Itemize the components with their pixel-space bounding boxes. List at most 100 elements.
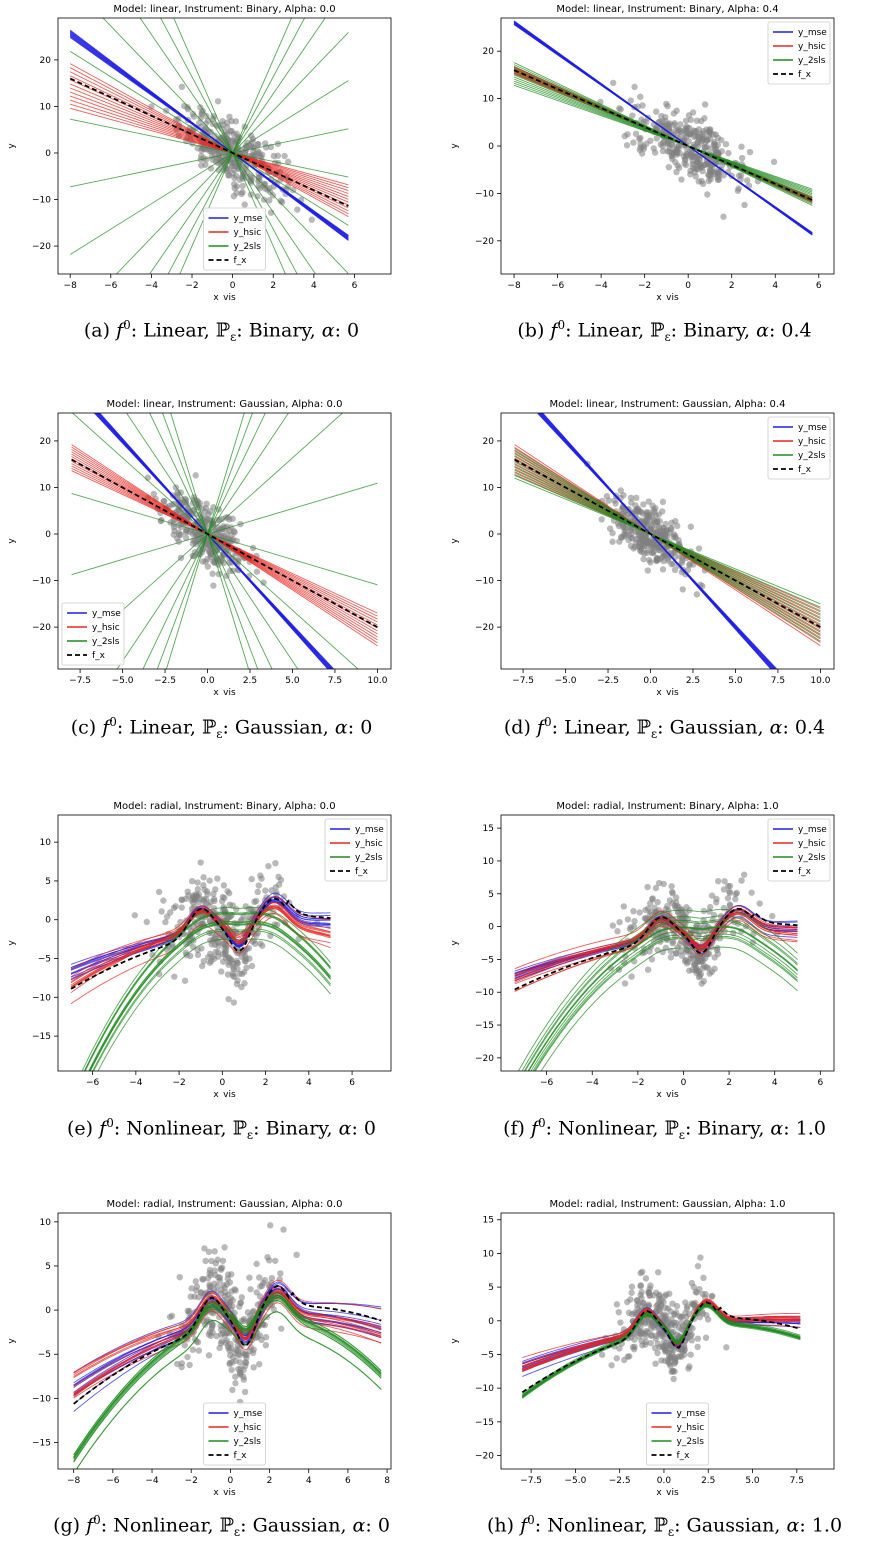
series-line — [533, 935, 798, 1071]
y-tick-label: 10 — [483, 1249, 495, 1259]
legend-label: y_2sls — [798, 853, 826, 863]
scatter-point — [181, 498, 189, 506]
series-line — [513, 24, 813, 233]
scatter-point — [666, 120, 673, 127]
scatter-point — [694, 139, 701, 146]
scatter-point — [206, 1266, 214, 1274]
scatter-point — [218, 968, 225, 975]
scatter-point — [181, 1341, 188, 1349]
scatter-point — [205, 1248, 213, 1256]
axes-frame — [500, 1212, 835, 1470]
scatter-point — [262, 1333, 270, 1341]
scatter-point — [726, 888, 733, 895]
scatter-point — [234, 960, 241, 967]
scatter-point — [715, 877, 722, 885]
scatter-point — [229, 515, 236, 522]
scatter-point — [652, 884, 660, 892]
series-line — [513, 84, 813, 190]
axes-frame — [57, 17, 392, 275]
scatter-point — [672, 950, 680, 957]
series-line — [70, 95, 349, 194]
y-tick-label: 0 — [488, 530, 494, 540]
scatter-point — [158, 908, 165, 915]
caption-model: Nonlinear — [558, 1117, 653, 1140]
x-tick-label: −6 — [104, 281, 118, 291]
scatter-point — [659, 508, 666, 515]
x-axis-label: x_vis — [656, 1488, 679, 1495]
scatter-point — [646, 526, 654, 533]
scatter-point — [624, 1353, 631, 1360]
legend-label: y_mse — [677, 1409, 706, 1419]
caption-alpha-symbol: α — [321, 319, 335, 342]
scatter-point — [261, 1276, 269, 1284]
scatter-point — [249, 144, 257, 151]
scatter-point — [711, 965, 718, 972]
scatter-point — [178, 896, 186, 904]
series-line — [524, 920, 798, 1071]
scatter-point — [241, 1388, 249, 1396]
x-tick-label: −7.5 — [69, 676, 91, 686]
scatter-point — [628, 1311, 636, 1318]
x-axis-label: x_vis — [213, 1090, 236, 1097]
scatter-point — [637, 1282, 645, 1289]
x-tick-label: 6 — [816, 281, 822, 291]
scatter-point — [647, 1282, 654, 1289]
legend-label: f_x — [234, 1451, 248, 1461]
scatter-point — [206, 877, 213, 884]
x-axis-label: x_vis — [213, 293, 236, 300]
scatter-point — [218, 1338, 225, 1345]
scatter-point — [666, 1290, 673, 1297]
scatter-point — [231, 529, 238, 536]
scatter-point — [616, 918, 623, 926]
chart-svg: −8 −6 −4 −2 0 2 4 6−20−1001020x_visyy_msey_hsic… — [450, 17, 835, 300]
scatter-point — [660, 525, 667, 532]
scatter-point — [666, 897, 674, 904]
series-line — [69, 80, 349, 255]
scatter-point — [628, 973, 635, 980]
scatter-point — [612, 500, 619, 507]
scatter-point — [664, 1305, 672, 1312]
scatter-point — [207, 1332, 215, 1340]
x-tick-label: 2 — [270, 281, 276, 291]
scatter-point — [637, 1324, 644, 1331]
scatter-point — [155, 888, 163, 896]
scatter-point — [248, 962, 256, 970]
figure-caption: (g) f0: Nonlinear, ℙε: Gaussian, α: 0 — [53, 1513, 390, 1540]
x-tick-label: 0.0 — [643, 676, 658, 686]
scatter-point — [700, 907, 708, 915]
x-tick-label: 2 — [263, 1078, 269, 1088]
scatter-point — [704, 191, 711, 198]
caption-f-superscript: 0 — [557, 318, 566, 332]
scatter-point — [232, 1380, 239, 1387]
scatter-point — [672, 1309, 680, 1316]
scatter-point — [218, 1286, 225, 1294]
scatter-point — [658, 1332, 665, 1340]
y-tick-label: 10 — [40, 483, 52, 493]
x-tick-label: 0 — [685, 281, 691, 291]
caption-instrument: Gaussian — [234, 716, 323, 739]
scatter-point — [224, 971, 232, 978]
scatter-point — [718, 136, 725, 144]
scatter-point — [668, 883, 675, 890]
scatter-point — [218, 515, 226, 523]
y-axis-label: y — [7, 538, 17, 544]
scatter-point — [216, 1274, 224, 1281]
scatter-point — [184, 1353, 191, 1361]
scatter-point — [650, 145, 657, 152]
scatter-point — [244, 1309, 252, 1316]
legend-label: f_x — [234, 256, 248, 266]
scatter-point — [653, 108, 660, 115]
axes-frame — [500, 814, 835, 1072]
caption-f-symbol: f — [536, 716, 544, 739]
y-tick-label: −20 — [475, 237, 494, 247]
legend: y_mse y_hsic y_2sls f_x — [203, 207, 266, 271]
fx-line — [71, 458, 378, 628]
scatter-point — [704, 158, 711, 165]
scatter-point — [642, 1275, 650, 1282]
scatter-point — [630, 907, 637, 915]
legend-label: f_x — [355, 867, 369, 877]
chart-svg: −7.5 −5.0 −2.5 0.0 2.5 5.0 7.5 −20 −15 −10 −5 0 5 10 1… — [450, 1212, 835, 1495]
legend-label: y_2sls — [677, 1437, 705, 1447]
legend-label: y_mse — [234, 214, 263, 224]
scatter-point — [770, 158, 778, 166]
